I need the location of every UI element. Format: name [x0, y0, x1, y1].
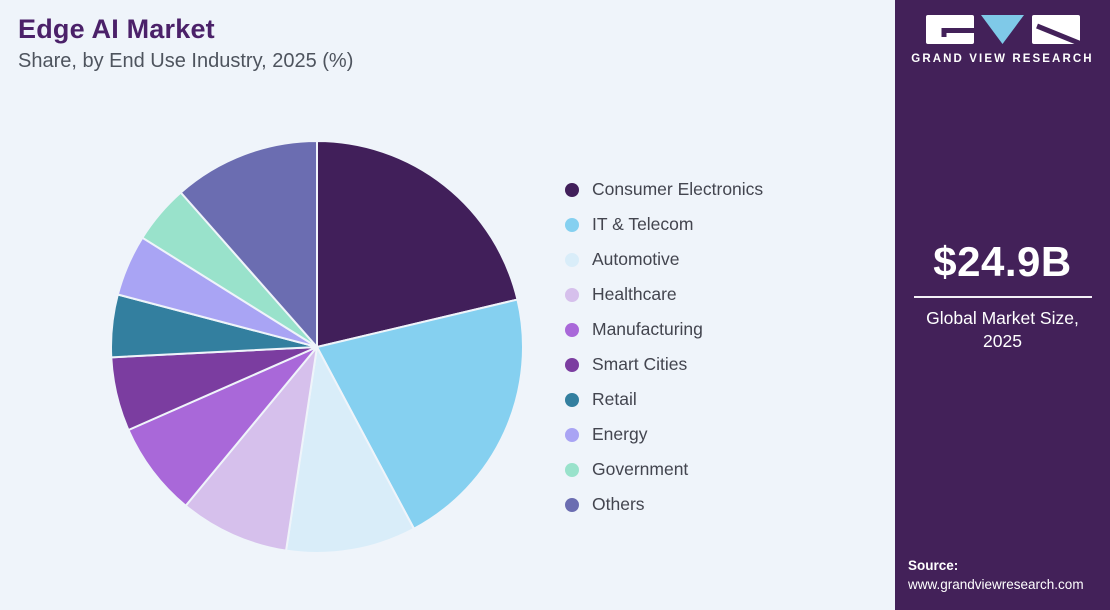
logo-r-cut	[1035, 23, 1081, 46]
legend-dot-icon	[565, 217, 579, 232]
source-block: Source: www.grandviewresearch.com	[908, 558, 1084, 592]
logo-g-cut	[941, 28, 974, 37]
legend-item-healthcare: Healthcare	[565, 277, 763, 312]
legend-item-consumer-electronics: Consumer Electronics	[565, 172, 763, 207]
legend-label: Healthcare	[592, 284, 677, 304]
legend-item-energy: Energy	[565, 417, 763, 452]
legend-label: Others	[592, 494, 645, 514]
source-label: Source:	[908, 558, 959, 573]
legend-dot-icon	[565, 427, 579, 442]
sidebar: GRAND VIEW RESEARCH $24.9B Global Market…	[895, 0, 1110, 610]
legend-label: IT & Telecom	[592, 214, 694, 234]
legend-label: Retail	[592, 389, 637, 409]
pie-chart	[110, 140, 524, 554]
legend-dot-icon	[565, 357, 579, 372]
legend-item-retail: Retail	[565, 382, 763, 417]
legend-item-it-telecom: IT & Telecom	[565, 207, 763, 242]
brand-logo-icon	[925, 15, 1081, 46]
legend-item-automotive: Automotive	[565, 242, 763, 277]
legend-dot-icon	[565, 462, 579, 477]
pie-slice-others	[179, 140, 318, 348]
pie-slice-healthcare	[184, 346, 318, 552]
legend-dot-icon	[565, 322, 579, 337]
legend-dot-icon	[565, 182, 579, 197]
chart-legend: Consumer Electronics IT & Telecom Automoti…	[565, 172, 763, 522]
legend-item-manufacturing: Manufacturing	[565, 312, 763, 347]
pie-slice-automotive	[285, 346, 415, 554]
legend-item-smart-cities: Smart Cities	[565, 347, 763, 382]
legend-item-government: Government	[565, 452, 763, 487]
page-subtitle: Share, by End Use Industry, 2025 (%)	[18, 50, 354, 72]
legend-dot-icon	[565, 287, 579, 302]
market-size-caption: Global Market Size, 2025	[926, 308, 1079, 351]
legend-label: Manufacturing	[592, 319, 703, 339]
logo-v-triangle	[980, 15, 1024, 44]
market-size-divider	[913, 296, 1092, 298]
pie-slice-it-telecom	[316, 298, 524, 530]
page-title: Edge AI Market	[18, 14, 215, 44]
source-url: www.grandviewresearch.com	[908, 577, 1084, 592]
legend-label: Energy	[592, 424, 648, 444]
market-size-block: $24.9B Global Market Size, 2025	[895, 238, 1110, 353]
brand-name: GRAND VIEW RESEARCH	[911, 53, 1094, 65]
legend-dot-icon	[565, 252, 579, 267]
legend-item-others: Others	[565, 487, 763, 522]
brand-logo: GRAND VIEW RESEARCH	[895, 14, 1110, 65]
pie-slice-consumer-electronics	[316, 140, 519, 348]
legend-label: Automotive	[592, 249, 680, 269]
legend-label: Smart Cities	[592, 354, 688, 374]
market-size-value: $24.9B	[933, 238, 1072, 285]
legend-dot-icon	[565, 392, 579, 407]
legend-label: Government	[592, 459, 689, 479]
legend-label: Consumer Electronics	[592, 179, 764, 199]
chart-area: Edge AI Market Share, by End Use Industr…	[18, 14, 764, 554]
header: Edge AI Market Share, by End Use Industr…	[18, 14, 353, 73]
legend-dot-icon	[565, 497, 579, 512]
pie-slice-manufacturing	[127, 346, 318, 507]
